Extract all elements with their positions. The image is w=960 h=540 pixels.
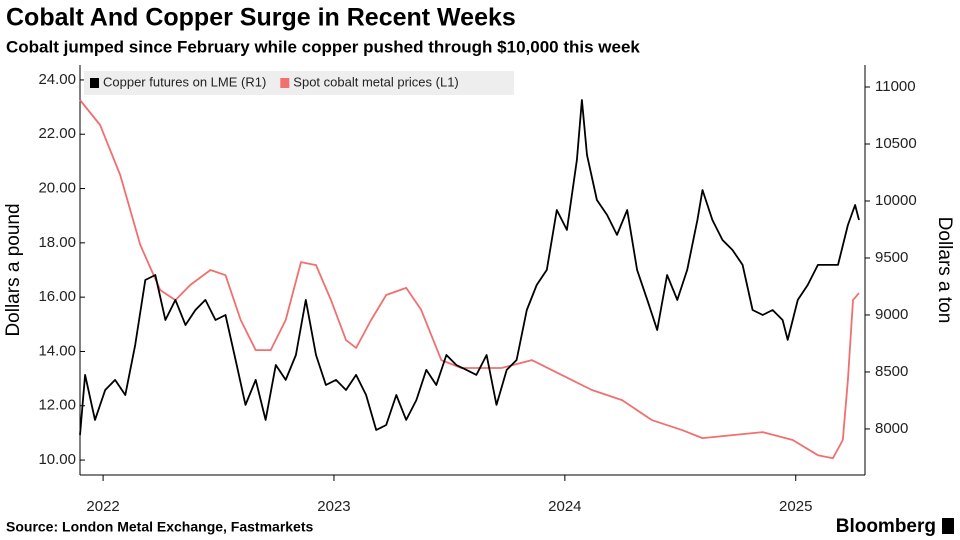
brand: Bloomberg [836,516,936,537]
x-tick-label: 2024 [548,498,581,515]
y2-tick-label: 9000 [875,306,908,323]
y2-axis-label: Dollars a ton [934,217,955,324]
y-tick-label: 14.00 [38,342,76,359]
series-line [79,99,860,436]
chart-subtitle: Cobalt jumped since February while coppe… [6,37,640,56]
x-tick-label: 2025 [779,498,812,515]
legend-label: Spot cobalt metal prices (L1) [293,74,458,89]
y2-tick-label: 9500 [875,249,908,266]
series-line [79,99,860,460]
chart-title: Cobalt And Copper Surge in Recent Weeks [6,4,516,32]
x-tick-label: 2023 [317,498,350,515]
y-axis-label: Dollars a pound [3,203,24,336]
y-tick-label: 18.00 [38,234,76,251]
legend-swatch [90,78,99,88]
legend-swatch [280,78,290,88]
legend-label: Copper futures on LME (R1) [103,74,266,89]
source-note: Source: London Metal Exchange, Fastmarke… [6,519,314,535]
y-tick-label: 22.00 [38,125,76,142]
y2-tick-label: 8500 [875,363,908,380]
legend: Copper futures on LME (R1) Spot cobalt me… [84,71,514,95]
y-tick-label: 12.00 [38,397,76,414]
y2-tick-label: 8000 [875,420,908,437]
y-tick-label: 16.00 [38,288,76,305]
legend-box [84,71,514,95]
y-tick-label: 10.00 [38,451,76,468]
y-tick-label: 20.00 [38,180,76,197]
y2-tick-label: 10500 [875,135,917,152]
y2-tick-label: 10000 [875,192,917,209]
y-tick-label: 24.00 [38,71,76,88]
x-tick-label: 2022 [86,498,119,515]
brand-icon [942,518,954,534]
y2-tick-label: 11000 [875,78,916,95]
